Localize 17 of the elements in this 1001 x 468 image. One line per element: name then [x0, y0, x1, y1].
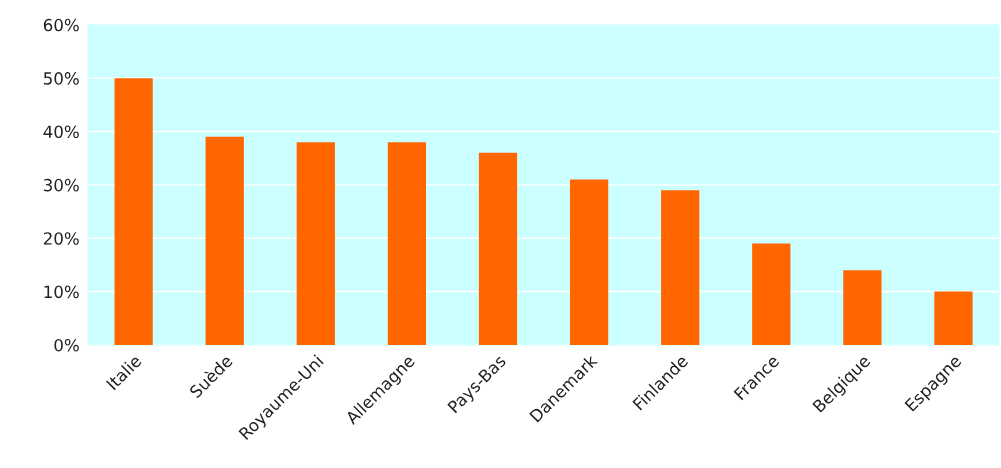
bar [934, 291, 973, 345]
bar [114, 78, 153, 345]
bar [661, 190, 700, 345]
bar [843, 270, 882, 345]
y-tick-label: 30% [43, 178, 79, 192]
y-tick-label: 10% [44, 285, 79, 299]
bar [387, 142, 427, 345]
y-tick-label: 60% [43, 18, 79, 32]
bar [569, 179, 609, 345]
y-tick-label: 20% [43, 232, 79, 245]
y-tick-label: 40% [43, 125, 79, 139]
y-tick-label: 50% [44, 72, 79, 85]
bar [752, 243, 791, 345]
bar [205, 136, 244, 345]
y-tick-label: 0% [54, 338, 79, 352]
bar [478, 152, 518, 345]
bar [296, 142, 335, 345]
